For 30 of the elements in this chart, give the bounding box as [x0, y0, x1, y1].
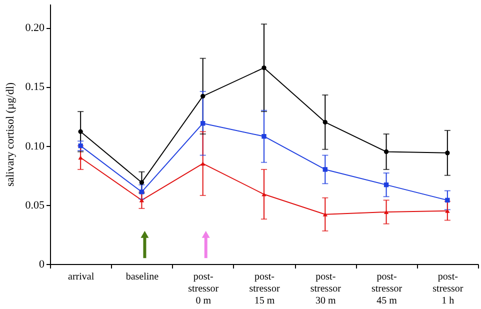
point — [322, 167, 328, 172]
point — [139, 198, 144, 202]
x-tick-label: arrival — [68, 272, 94, 282]
point — [78, 156, 83, 160]
x-tick-label: post-stressor 0 m — [188, 272, 220, 306]
y-tick-label: 0.05 — [25, 199, 45, 212]
point — [78, 129, 83, 134]
x-tick-label: post-stressor 1 h — [432, 272, 464, 306]
point — [200, 94, 206, 99]
y-tick-label: 0.10 — [25, 140, 45, 152]
point — [384, 182, 389, 188]
x-tick-label: post-stressor 45 m — [372, 272, 403, 306]
y-tick-label: 0.15 — [25, 81, 45, 94]
point — [384, 149, 389, 154]
point — [445, 198, 450, 203]
point — [445, 150, 450, 156]
point — [262, 65, 266, 70]
point — [200, 121, 206, 126]
x-tick-label: post-stressor 15 m — [249, 272, 280, 306]
point — [322, 212, 328, 216]
point — [322, 120, 328, 125]
y-axis-title: salivary cortisol (µg/dl) — [4, 82, 16, 187]
point — [445, 208, 450, 213]
point — [200, 162, 206, 166]
point — [262, 134, 266, 139]
x-tick-label: post-stressor 30 m — [310, 272, 342, 306]
point — [139, 180, 144, 185]
x-tick-label: baseline — [126, 272, 160, 282]
y-tick-label: 0.20 — [25, 22, 45, 34]
y-tick-label: 0 — [39, 258, 45, 270]
